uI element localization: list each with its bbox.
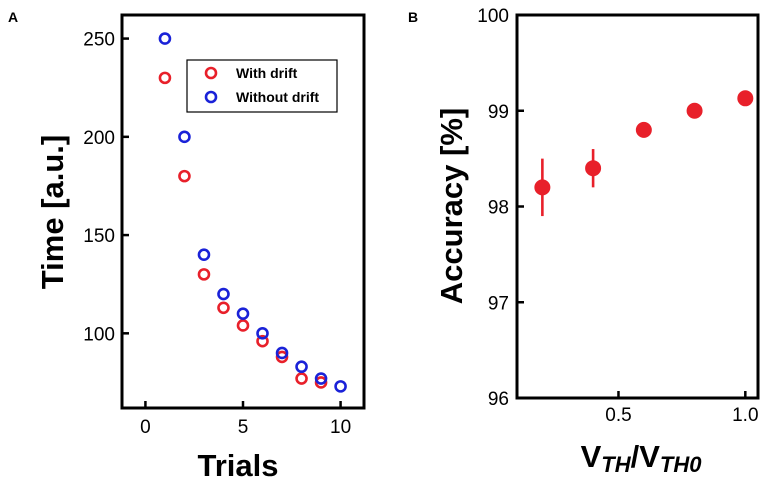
y-axis-label-b: Accuracy [%]: [434, 108, 469, 304]
point-without-drift: [314, 372, 328, 385]
data-points-a: [158, 32, 347, 393]
y-tick-label-b: 99: [488, 102, 509, 123]
point-accuracy: [534, 179, 551, 196]
point-with-drift: [314, 376, 328, 389]
x-tick-label-a: 0: [140, 417, 151, 438]
point-accuracy: [737, 90, 754, 107]
point-with-drift: [236, 319, 250, 332]
point-without-drift: [256, 327, 269, 340]
point-with-drift: [178, 169, 191, 183]
point-with-drift: [158, 71, 172, 85]
x-tick-label-b: 0.5: [605, 405, 631, 426]
plot-frame-b: [515, 13, 760, 400]
legend: With drift Without drift: [186, 59, 338, 113]
x-axis-label-b: VTH/VTH0: [581, 439, 703, 477]
point-with-drift: [275, 350, 289, 364]
point-accuracy: [635, 121, 652, 138]
y-tick-label-a: 200: [83, 128, 115, 149]
point-without-drift: [236, 307, 250, 320]
axis-ticks-a: 0 5 10 100 150 200 250: [83, 30, 351, 438]
x-tick-label-a: 10: [330, 417, 351, 438]
point-without-drift: [197, 248, 211, 262]
panel-b: B 0.5 1.0 96 97 98 99 100 VTH/VTH0 Accuracy [%…: [408, 6, 760, 477]
point-accuracy: [585, 160, 602, 177]
y-tick-label-b: 100: [477, 6, 509, 27]
legend-label-without-drift: Without drift: [236, 89, 319, 105]
y-tick-label-b: 98: [488, 198, 509, 219]
point-without-drift: [295, 360, 308, 374]
x-tick-label-b: 1.0: [732, 405, 758, 426]
legend-label-with-drift: With drift: [236, 65, 298, 81]
point-with-drift: [256, 334, 269, 348]
data-points-b: [534, 90, 754, 217]
legend-marker-without-drift: [204, 90, 218, 104]
y-tick-label-a: 250: [83, 30, 115, 51]
y-tick-label-b: 96: [488, 389, 509, 410]
point-without-drift: [158, 32, 172, 45]
point-accuracy: [686, 102, 703, 119]
y-axis-label-a: Time [a.u.]: [35, 135, 70, 289]
x-tick-label-a: 5: [238, 417, 249, 438]
legend-marker-with-drift: [204, 66, 218, 80]
point-without-drift: [275, 346, 289, 360]
point-without-drift: [217, 287, 230, 301]
panel-label-a: A: [8, 9, 18, 25]
axis-ticks-b: 0.5 1.0 96 97 98 99 100: [477, 6, 758, 426]
point-with-drift: [217, 301, 230, 315]
panel-a: A 0 5 10 100 150 200 250 With drift Without dr…: [8, 9, 366, 483]
x-axis-label-a: Trials: [198, 448, 279, 483]
y-tick-label-a: 150: [83, 226, 115, 247]
panel-label-b: B: [408, 9, 418, 25]
point-without-drift: [334, 380, 347, 393]
y-tick-label-a: 100: [83, 324, 115, 345]
point-without-drift: [178, 130, 191, 144]
point-with-drift: [295, 372, 308, 385]
y-tick-label-b: 97: [488, 293, 509, 314]
point-with-drift: [197, 268, 211, 281]
